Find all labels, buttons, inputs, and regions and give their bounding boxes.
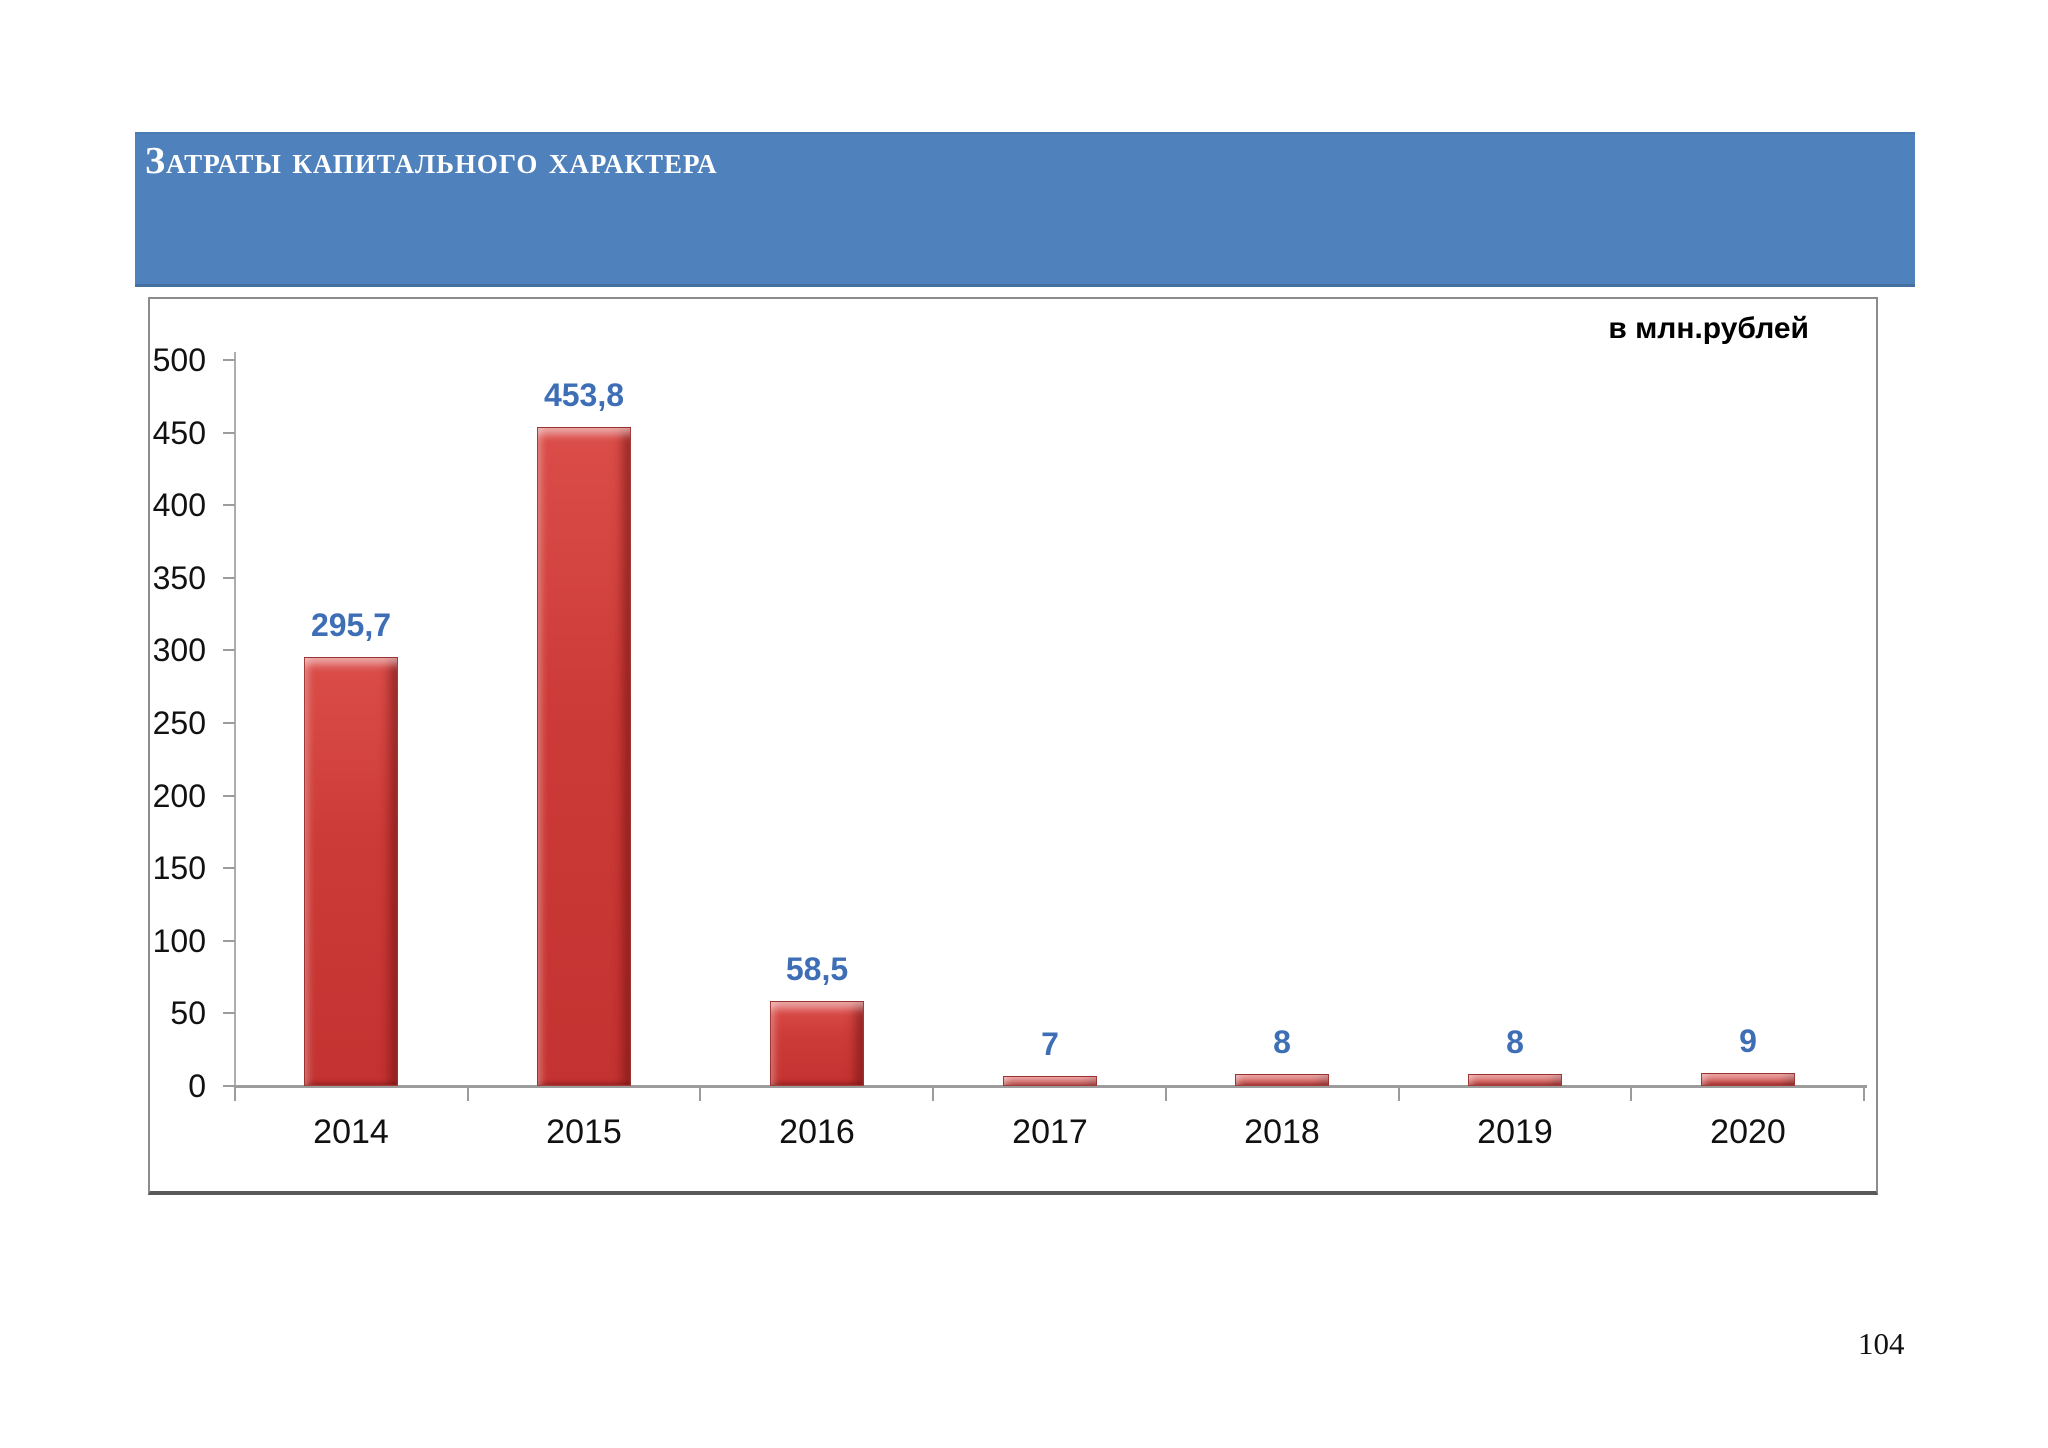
y-axis-tick-label: 400 [152, 487, 206, 524]
slide-title-banner: Затраты капитального характера [135, 132, 1915, 287]
bar-value-label: 9 [1739, 1023, 1757, 1059]
page-number: 104 [1858, 1326, 1905, 1361]
y-axis-tick-label: 100 [152, 922, 206, 959]
bar-2017 [1003, 1076, 1097, 1086]
y-axis-tick-label: 500 [152, 342, 206, 378]
x-axis-tick [466, 1088, 469, 1101]
bar-2014 [304, 657, 398, 1086]
y-axis-tick-label: 150 [152, 850, 206, 887]
y-axis-tick [223, 722, 235, 724]
bar-chart-plot: 500 450 400 350 300 250 200 150 100 50 0 295,7 2014 4… [150, 299, 1876, 1191]
y-axis-tick [223, 1012, 235, 1015]
y-axis-tick-label: 350 [152, 559, 206, 596]
x-axis-tick [699, 1088, 702, 1101]
x-axis-category-label: 2018 [1244, 1113, 1320, 1151]
bar-value-label: 295,7 [310, 607, 392, 643]
y-axis-tick-label: 250 [152, 705, 206, 741]
x-axis-tick [932, 1088, 935, 1101]
bar-2019 [1468, 1074, 1562, 1086]
x-axis-category-label: 2014 [313, 1113, 389, 1151]
x-axis-tick [1397, 1088, 1400, 1101]
page-title: Затраты капитального характера [145, 140, 718, 182]
y-axis-tick-label: 50 [170, 995, 206, 1032]
y-axis-tick-label: 450 [152, 414, 206, 451]
bar-2015 [537, 427, 631, 1086]
x-axis-category-label: 2015 [546, 1113, 622, 1151]
y-axis-tick [223, 576, 235, 579]
x-axis-tick [234, 1088, 236, 1101]
bar-value-label: 58,5 [785, 951, 849, 987]
y-axis-tick [223, 1085, 235, 1087]
y-axis-line [234, 352, 236, 1089]
x-axis-category-label: 2016 [779, 1113, 855, 1151]
bar-value-label: 8 [1506, 1024, 1524, 1060]
y-axis-tick [223, 867, 235, 870]
x-axis-tick [1863, 1088, 1865, 1101]
x-axis-category-label: 2020 [1710, 1113, 1786, 1151]
y-axis-tick [223, 431, 235, 434]
y-axis-tick-label: 200 [152, 777, 206, 814]
x-axis-line [234, 1085, 1867, 1088]
bar-value-label: 453,8 [543, 377, 625, 413]
y-axis-tick-label: 0 [188, 1068, 206, 1104]
x-axis-tick [1630, 1088, 1633, 1101]
bar-value-label: 7 [1041, 1026, 1059, 1062]
chart-container: в млн.рублей 500 450 400 350 300 250 200 150 100… [148, 297, 1878, 1195]
y-axis-tick [223, 939, 235, 942]
chart-units-label: в млн.рублей [1608, 312, 1809, 345]
x-axis-category-label: 2017 [1012, 1113, 1088, 1151]
x-axis-category-label: 2019 [1477, 1113, 1553, 1151]
y-axis-tick [223, 794, 235, 797]
bar-2018 [1235, 1074, 1329, 1086]
bar-2016 [770, 1001, 864, 1086]
y-axis-tick-label: 300 [152, 632, 206, 669]
bar-value-label: 8 [1273, 1024, 1291, 1060]
y-axis-tick [223, 359, 235, 361]
bar-2020 [1701, 1073, 1795, 1086]
y-axis-tick [223, 649, 235, 652]
y-axis-tick [223, 504, 235, 507]
x-axis-tick [1164, 1088, 1167, 1101]
